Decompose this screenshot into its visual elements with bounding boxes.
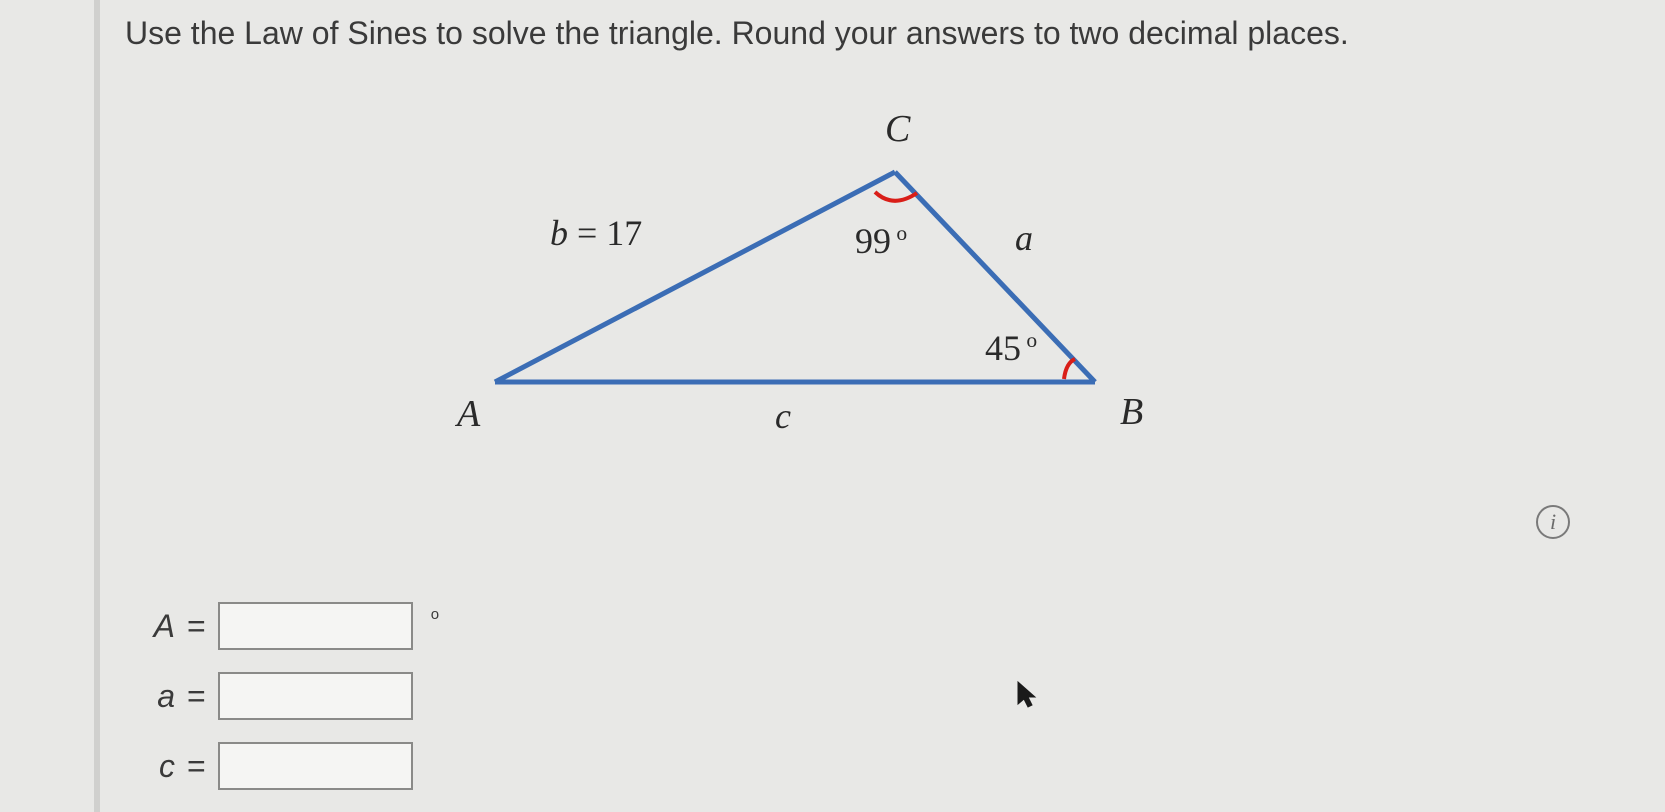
cursor-icon	[1015, 680, 1039, 710]
answer-row-a: a =	[125, 670, 439, 722]
input-A[interactable]	[218, 602, 413, 650]
answer-row-c: c =	[125, 740, 439, 792]
answer-label-c: c	[125, 748, 175, 785]
answer-eq: =	[187, 608, 206, 645]
answer-unit-A: o	[431, 606, 439, 623]
angle-label-C: 99 o	[855, 220, 907, 262]
vertex-label-C: C	[885, 107, 910, 151]
input-c[interactable]	[218, 742, 413, 790]
angle-arc-C	[875, 192, 917, 201]
answer-eq: =	[187, 748, 206, 785]
question-content: Use the Law of Sines to solve the triang…	[125, 15, 1625, 452]
triangle-diagram: C b = 17 99 o a 45 o A c B	[395, 112, 1175, 452]
side-label-a: a	[1015, 217, 1033, 259]
side-label-b: b = 17	[550, 212, 642, 254]
answer-row-A: A = o	[125, 600, 439, 652]
info-icon[interactable]: i	[1536, 505, 1570, 539]
answer-inputs: A = o a = c =	[125, 600, 439, 810]
answer-label-a: a	[125, 678, 175, 715]
side-b	[495, 172, 895, 382]
answer-eq: =	[187, 678, 206, 715]
vertex-label-B: B	[1120, 390, 1143, 434]
question-left-border	[94, 0, 100, 812]
angle-arc-B	[1064, 359, 1075, 379]
angle-label-B: 45 o	[985, 327, 1037, 369]
question-text: Use the Law of Sines to solve the triang…	[125, 15, 1625, 52]
vertex-label-A: A	[457, 392, 480, 436]
side-label-c: c	[775, 395, 791, 437]
answer-label-A: A	[125, 608, 175, 645]
input-a[interactable]	[218, 672, 413, 720]
